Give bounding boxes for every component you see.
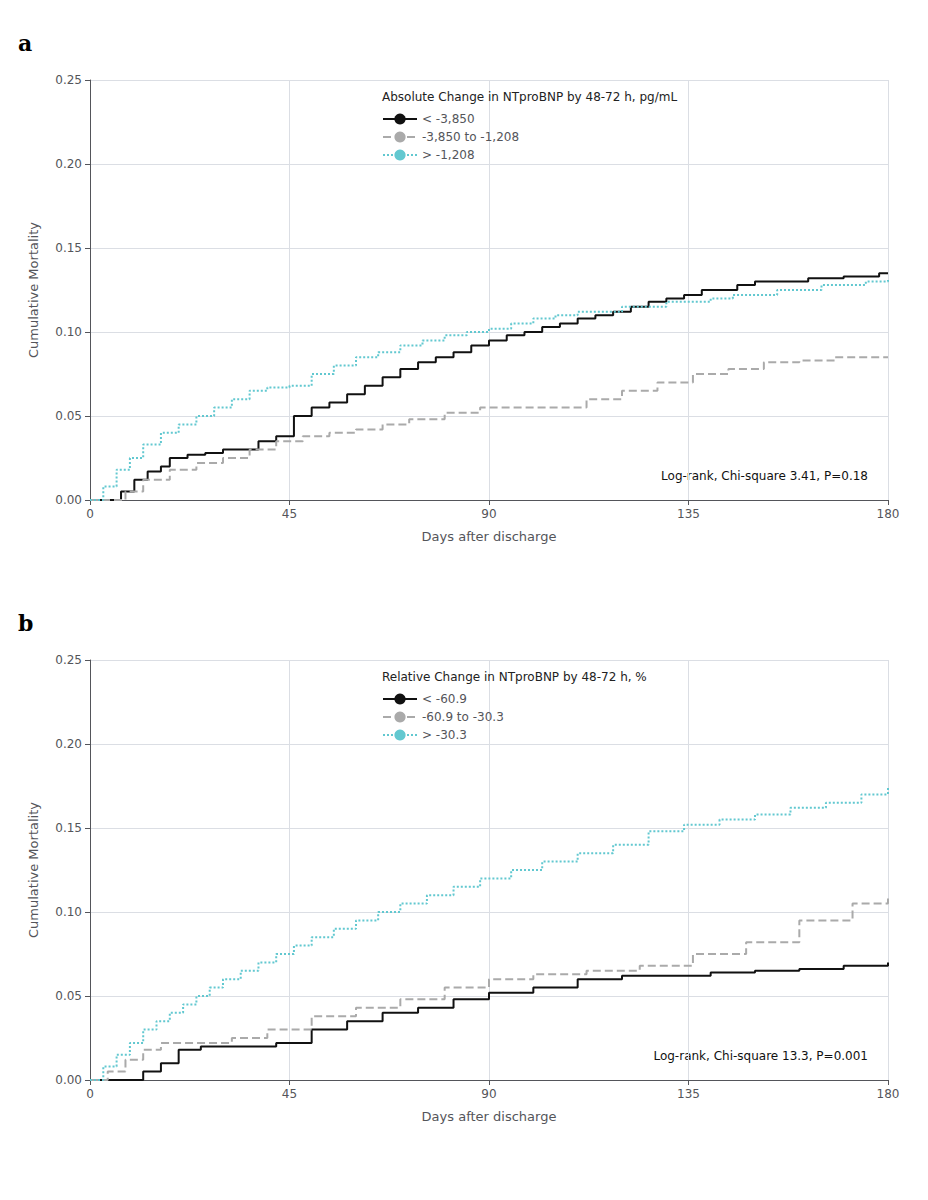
svg-text:0.05: 0.05 — [55, 989, 82, 1003]
svg-text:0.10: 0.10 — [55, 905, 82, 919]
svg-text:Absolute Change in NTproBNP by: Absolute Change in NTproBNP by 48-72 h, … — [382, 90, 677, 104]
svg-text:90: 90 — [481, 507, 496, 521]
svg-text:< -60.9: < -60.9 — [422, 692, 467, 706]
svg-text:135: 135 — [677, 507, 700, 521]
svg-text:a: a — [18, 30, 32, 56]
svg-text:0: 0 — [86, 507, 94, 521]
svg-text:0.05: 0.05 — [55, 409, 82, 423]
svg-text:0.20: 0.20 — [55, 737, 82, 751]
svg-text:Days after discharge: Days after discharge — [422, 1109, 557, 1124]
svg-text:-3,850 to -1,208: -3,850 to -1,208 — [422, 130, 519, 144]
svg-text:0: 0 — [86, 1087, 94, 1101]
svg-text:> -30.3: > -30.3 — [422, 728, 467, 742]
svg-text:0.00: 0.00 — [55, 1073, 82, 1087]
svg-text:90: 90 — [481, 1087, 496, 1101]
svg-text:0.15: 0.15 — [55, 821, 82, 835]
svg-text:45: 45 — [282, 1087, 297, 1101]
svg-text:Log-rank, Chi-square 3.41, P=0: Log-rank, Chi-square 3.41, P=0.18 — [661, 469, 868, 483]
svg-text:> -1,208: > -1,208 — [422, 148, 475, 162]
svg-text:Cumulative Mortality: Cumulative Mortality — [26, 802, 41, 938]
svg-text:180: 180 — [877, 507, 900, 521]
svg-text:Cumulative Mortality: Cumulative Mortality — [26, 222, 41, 358]
svg-text:-60.9 to -30.3: -60.9 to -30.3 — [422, 710, 504, 724]
svg-text:0.25: 0.25 — [55, 73, 82, 87]
svg-text:0.00: 0.00 — [55, 493, 82, 507]
svg-text:Days after discharge: Days after discharge — [422, 529, 557, 544]
svg-text:0.15: 0.15 — [55, 241, 82, 255]
svg-text:0.20: 0.20 — [55, 157, 82, 171]
svg-text:0.10: 0.10 — [55, 325, 82, 339]
svg-text:Relative Change in NTproBNP by: Relative Change in NTproBNP by 48-72 h, … — [382, 670, 647, 684]
svg-text:45: 45 — [282, 507, 297, 521]
svg-text:Log-rank, Chi-square 13.3, P=0: Log-rank, Chi-square 13.3, P=0.001 — [653, 1049, 868, 1063]
svg-text:0.25: 0.25 — [55, 653, 82, 667]
svg-text:135: 135 — [677, 1087, 700, 1101]
svg-text:b: b — [18, 610, 33, 636]
svg-text:< -3,850: < -3,850 — [422, 112, 475, 126]
svg-text:180: 180 — [877, 1087, 900, 1101]
